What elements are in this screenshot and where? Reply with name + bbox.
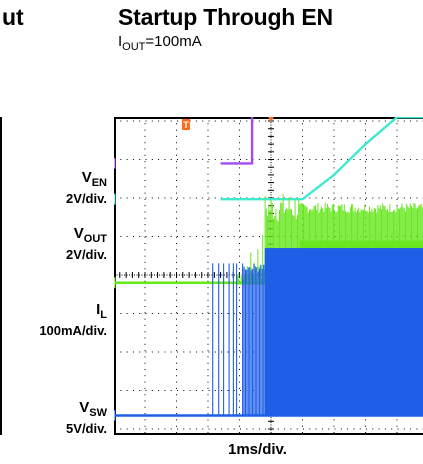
trace-ch1-pulses bbox=[212, 263, 266, 416]
channel-marker-box bbox=[114, 410, 116, 422]
channel-label-vsw: VSW 5V/div. bbox=[66, 400, 107, 436]
channel-label-vout: VOUT 2V/div. bbox=[66, 226, 107, 262]
channel-scale: 2V/div. bbox=[66, 247, 107, 262]
traces bbox=[114, 117, 423, 417]
left-panel-edge bbox=[0, 117, 2, 435]
trigger-marker: T bbox=[181, 117, 274, 130]
channel-scale: 2V/div. bbox=[66, 191, 107, 206]
channel-scale: 100mA/div. bbox=[39, 323, 107, 338]
channel-marker-box bbox=[114, 277, 116, 289]
subtitle-suffix: =100mA bbox=[145, 33, 202, 50]
channel-marker-4: 4 bbox=[114, 277, 116, 289]
chart-subtitle: IOUT=100mA bbox=[118, 33, 202, 53]
truncated-left-title: ut bbox=[2, 4, 24, 30]
trigger-marker-box bbox=[181, 119, 190, 130]
channel-scale: 5V/div. bbox=[66, 421, 107, 436]
channel-name: IL bbox=[96, 301, 107, 321]
time-base-label: 1ms/div. bbox=[228, 441, 287, 458]
channel-marker-3: 3 bbox=[114, 157, 116, 169]
scope-plot: 3 2 4 1 T bbox=[114, 117, 423, 435]
channel-name: VSW bbox=[79, 399, 107, 419]
subtitle-subscript: OUT bbox=[122, 41, 146, 53]
channel-name: VEN bbox=[81, 169, 107, 189]
subtitle-prefix: I bbox=[118, 33, 123, 50]
channel-label-ven: VEN 2V/div. bbox=[66, 170, 107, 206]
time-reference-arrow bbox=[268, 117, 274, 122]
channel-marker-box bbox=[114, 193, 116, 205]
channel-name: VOUT bbox=[73, 225, 107, 245]
channel-marker-box bbox=[114, 157, 116, 169]
channel-marker-2: 2 bbox=[114, 193, 116, 205]
channel-marker-1: 1 bbox=[114, 410, 116, 422]
channel-label-il: IL 100mA/div. bbox=[39, 302, 107, 338]
trace-ch3 bbox=[220, 117, 254, 165]
trigger-marker-text: T bbox=[183, 120, 189, 130]
trace-ch1-block bbox=[264, 248, 423, 416]
channel-markers: 3 2 4 1 T bbox=[114, 117, 274, 422]
chart-title: Startup Through EN bbox=[118, 4, 333, 30]
